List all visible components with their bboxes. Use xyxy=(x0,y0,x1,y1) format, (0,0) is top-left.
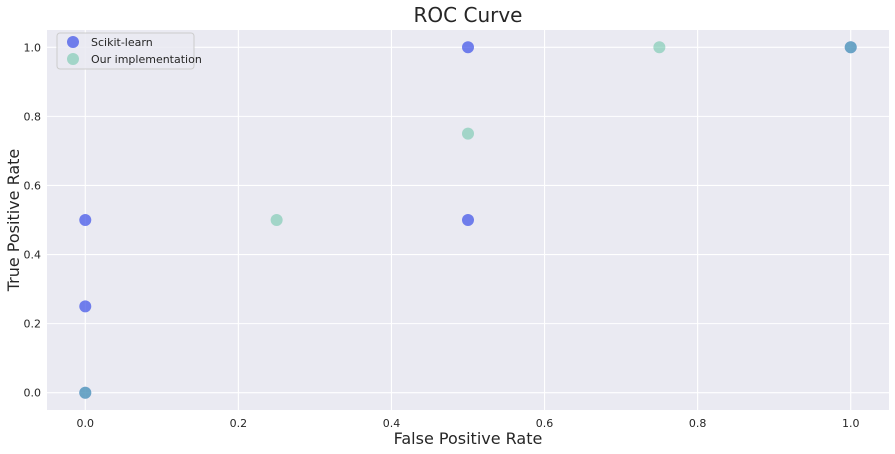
point-scikit-learn xyxy=(462,214,474,226)
legend-box xyxy=(56,32,195,70)
legend-label-our-implementation: Our implementation xyxy=(91,53,202,66)
x-tick-label: 1.0 xyxy=(842,417,860,430)
x-tick-label: 0.0 xyxy=(77,417,95,430)
legend-marker-scikit-learn xyxy=(67,36,79,48)
y-tick-label: 0.0 xyxy=(24,387,42,400)
x-axis-ticks: 0.0 0.2 0.4 0.6 0.8 1.0 xyxy=(77,417,860,430)
x-tick-label: 0.2 xyxy=(230,417,248,430)
y-axis-title: True Positive Rate xyxy=(4,149,23,293)
y-tick-label: 1.0 xyxy=(24,41,42,54)
point-our-implementation xyxy=(844,41,857,54)
x-tick-label: 0.6 xyxy=(536,417,554,430)
y-tick-label: 0.4 xyxy=(24,249,42,262)
point-scikit-learn xyxy=(79,300,92,313)
point-our-implementation xyxy=(653,41,666,54)
legend-label-scikit-learn: Scikit-learn xyxy=(91,36,153,49)
y-tick-label: 0.2 xyxy=(24,318,42,331)
point-scikit-learn xyxy=(462,41,474,54)
legend: Scikit-learn Our implementation xyxy=(56,32,202,70)
y-tick-label: 0.8 xyxy=(24,110,42,123)
data-points xyxy=(79,41,857,399)
y-axis-ticks: 0.0 0.2 0.4 0.6 0.8 1.0 xyxy=(24,41,42,399)
chart-title: ROC Curve xyxy=(414,3,523,27)
grid-lines xyxy=(47,30,889,410)
y-tick-label: 0.6 xyxy=(24,179,42,192)
point-scikit-learn xyxy=(79,214,92,226)
legend-marker-our-implementation xyxy=(67,53,79,65)
point-our-implementation xyxy=(79,386,92,399)
x-tick-label: 0.4 xyxy=(383,417,401,430)
x-tick-label: 0.8 xyxy=(689,417,707,430)
x-axis-title: False Positive Rate xyxy=(394,429,543,448)
point-our-implementation xyxy=(462,127,474,140)
point-our-implementation xyxy=(270,214,283,226)
